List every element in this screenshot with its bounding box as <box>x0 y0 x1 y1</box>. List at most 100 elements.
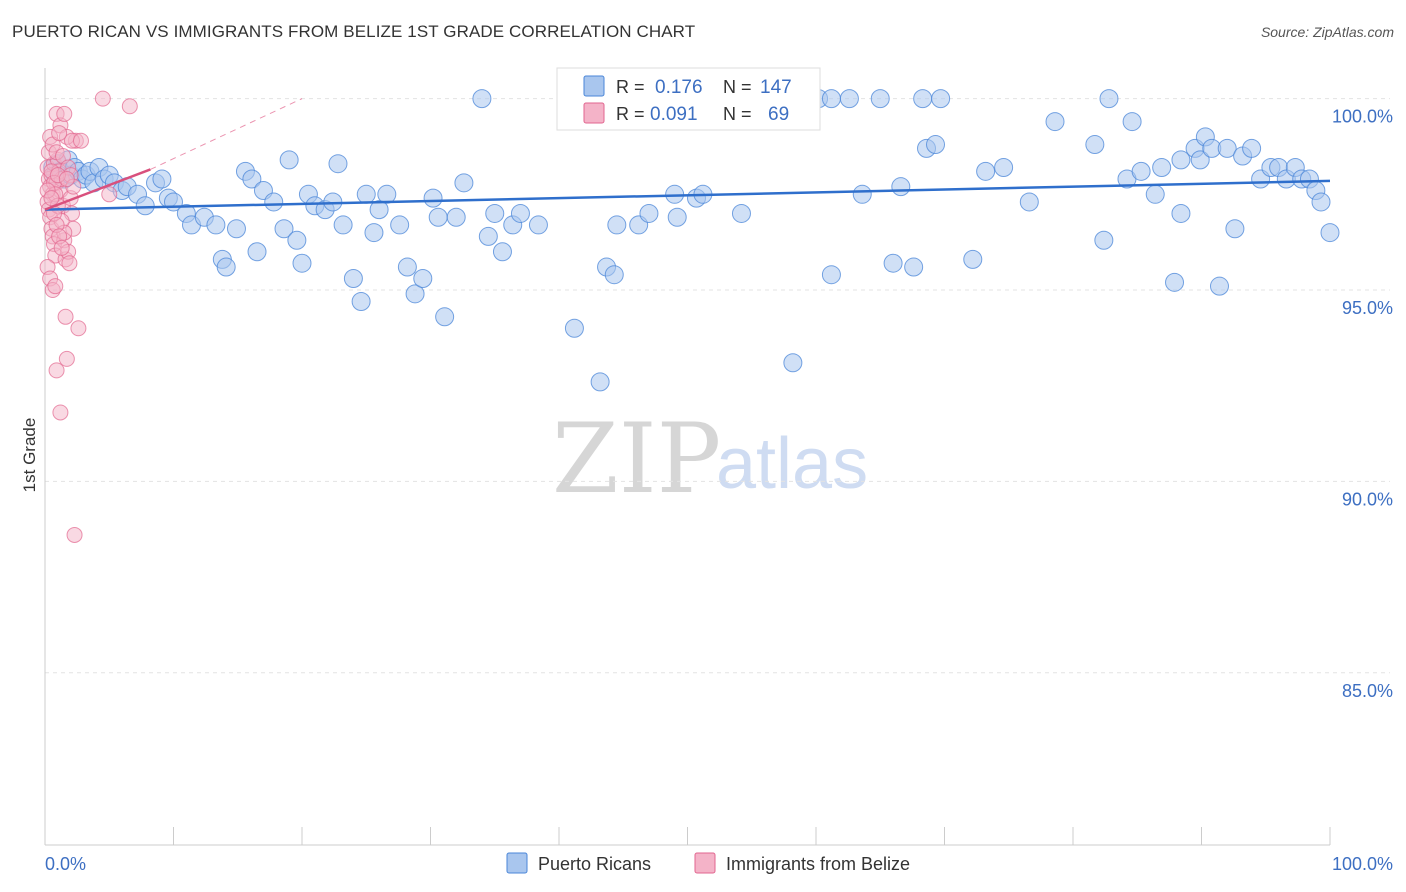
stat-r-value-blue: 0.176 <box>655 77 703 98</box>
point-belize <box>53 239 70 256</box>
point-puerto-rican <box>667 207 687 227</box>
point-puerto-rican <box>135 196 155 216</box>
point-puerto-rican <box>1171 203 1191 223</box>
point-puerto-rican <box>206 215 226 235</box>
axes <box>44 68 1331 846</box>
series-puerto-ricans <box>43 89 1340 392</box>
point-puerto-rican <box>333 215 353 235</box>
x-tick-label-min: 0.0% <box>45 854 86 874</box>
legend-swatch-blue <box>583 75 605 97</box>
point-belize <box>56 105 73 122</box>
point-puerto-rican <box>226 219 246 239</box>
stat-n-label-blue: N = <box>723 77 752 97</box>
watermark-atlas: atlas <box>716 424 868 504</box>
point-puerto-rican <box>390 215 410 235</box>
point-puerto-rican <box>377 184 397 204</box>
point-belize <box>101 186 118 203</box>
point-puerto-rican <box>963 249 983 269</box>
point-puerto-rican <box>883 253 903 273</box>
trend-lines <box>44 98 1331 211</box>
y-tick-label-85: 85.0% <box>1342 681 1393 701</box>
point-puerto-rican <box>274 219 294 239</box>
point-puerto-rican <box>839 89 859 109</box>
point-puerto-rican <box>1171 150 1191 170</box>
point-puerto-rican <box>1145 184 1165 204</box>
point-puerto-rican <box>564 318 584 338</box>
point-puerto-rican <box>397 257 417 277</box>
point-belize <box>70 320 87 337</box>
point-puerto-rican <box>904 257 924 277</box>
point-puerto-rican <box>731 203 751 223</box>
point-puerto-rican <box>1209 276 1229 296</box>
point-puerto-rican <box>931 89 951 109</box>
point-puerto-rican <box>821 265 841 285</box>
point-puerto-rican <box>1045 112 1065 132</box>
point-puerto-rican <box>435 307 455 327</box>
stat-r-value-pink: 0.091 <box>650 104 698 125</box>
point-puerto-rican <box>607 215 627 235</box>
point-belize <box>121 98 138 115</box>
point-puerto-rican <box>1094 230 1114 250</box>
point-puerto-rican <box>264 192 284 212</box>
trend-line-belize <box>44 168 151 211</box>
point-belize <box>43 190 60 207</box>
point-puerto-rican <box>1152 158 1172 178</box>
point-puerto-rican <box>328 154 348 174</box>
point-puerto-rican <box>639 203 659 223</box>
stat-r-label-pink: R = <box>616 104 645 124</box>
point-puerto-rican <box>891 177 911 197</box>
y-axis-label: 1st Grade <box>20 418 39 493</box>
point-puerto-rican <box>994 158 1014 178</box>
x-tick-label-max: 100.0% <box>1332 854 1393 874</box>
point-puerto-rican <box>852 184 872 204</box>
point-belize <box>58 350 75 367</box>
point-puerto-rican <box>242 169 262 189</box>
point-puerto-rican <box>1320 223 1340 243</box>
source-credit: Source: ZipAtlas.com <box>1260 24 1394 40</box>
stats-legend: R = 0.176 N = 147 R = 0.091 N = 69 <box>556 67 821 131</box>
stat-n-value-blue: 147 <box>760 77 792 98</box>
point-belize <box>72 132 89 149</box>
point-puerto-rican <box>369 200 389 220</box>
point-puerto-rican <box>287 230 307 250</box>
point-puerto-rican <box>926 135 946 155</box>
point-puerto-rican <box>485 203 505 223</box>
point-puerto-rican <box>423 188 443 208</box>
watermark-zip: ZIP <box>552 403 721 515</box>
point-puerto-rican <box>405 284 425 304</box>
point-puerto-rican <box>783 353 803 373</box>
point-puerto-rican <box>216 257 236 277</box>
point-puerto-rican <box>247 242 267 262</box>
point-belize <box>52 404 69 421</box>
point-belize <box>47 278 64 295</box>
point-puerto-rican <box>279 150 299 170</box>
gridlines <box>45 98 1390 674</box>
point-puerto-rican <box>478 226 498 246</box>
series-belize <box>39 90 138 543</box>
chart-title: PUERTO RICAN VS IMMIGRANTS FROM BELIZE 1… <box>12 22 696 41</box>
bottom-legend: Puerto Ricans Immigrants from Belize <box>506 852 910 874</box>
point-puerto-rican <box>356 184 376 204</box>
bottom-legend-label-blue: Puerto Ricans <box>538 854 651 874</box>
point-puerto-rican <box>364 223 384 243</box>
point-puerto-rican <box>1225 219 1245 239</box>
point-puerto-rican <box>152 169 172 189</box>
stat-r-label-blue: R = <box>616 77 645 97</box>
point-puerto-rican <box>1242 138 1262 158</box>
point-puerto-rican <box>590 372 610 392</box>
point-puerto-rican <box>472 89 492 109</box>
point-puerto-rican <box>1190 150 1210 170</box>
point-puerto-rican <box>604 265 624 285</box>
point-puerto-rican <box>976 161 996 181</box>
point-puerto-rican <box>1311 192 1331 212</box>
point-puerto-rican <box>343 269 363 289</box>
point-puerto-rican <box>913 89 933 109</box>
point-belize <box>57 308 74 325</box>
point-puerto-rican <box>428 207 448 227</box>
point-puerto-rican <box>413 269 433 289</box>
point-puerto-rican <box>1099 89 1119 109</box>
point-puerto-rican <box>1165 272 1185 292</box>
point-belize <box>66 526 83 543</box>
bottom-legend-swatch-pink <box>694 852 716 874</box>
